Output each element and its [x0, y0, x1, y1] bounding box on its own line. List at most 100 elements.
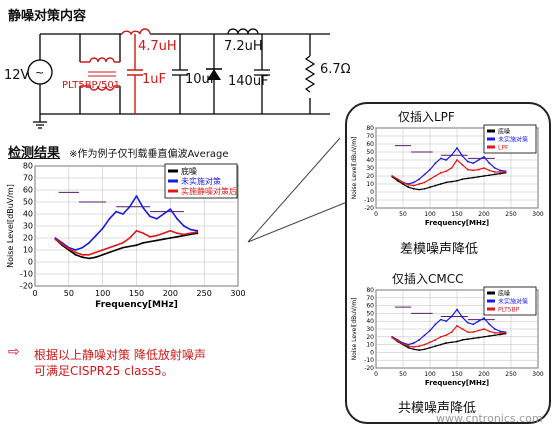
main-y-tick-label: -20 — [20, 282, 33, 291]
cmcc-data-point — [418, 349, 421, 351]
main-data-point — [95, 251, 97, 254]
lpf-data-point — [461, 155, 464, 157]
cmcc-x-tick-label: 50 — [399, 371, 407, 378]
cmcc-data-point — [439, 343, 442, 346]
main-data-point — [189, 232, 192, 235]
main-legend-label: 底噪 — [181, 166, 197, 176]
cmcc-data-point — [466, 338, 469, 341]
lpf-legend-label: LPF — [498, 145, 509, 152]
main-data-point — [155, 217, 158, 220]
main-data-point — [95, 234, 97, 237]
lpf-x-tick-label: 250 — [505, 211, 517, 218]
cmcc-data-point — [418, 339, 421, 341]
lpf-data-point — [396, 178, 399, 181]
cmcc-x-tick-label: 200 — [478, 371, 490, 378]
main-data-point — [95, 256, 97, 259]
inductor-4uh — [121, 28, 151, 36]
lpf-data-point — [456, 159, 458, 161]
lpf-data-point — [472, 162, 475, 165]
cmcc-data-point — [418, 345, 421, 348]
lpf-data-point — [483, 167, 485, 169]
cmcc-data-point — [450, 315, 453, 318]
lpf-data-point — [407, 186, 410, 189]
lpf-data-point — [412, 187, 415, 190]
lpf-data-point — [466, 168, 469, 171]
main-y-tick-label: 80 — [23, 162, 33, 171]
lpf-y-tick-label: 20 — [366, 173, 374, 180]
lpf-data-point — [402, 183, 404, 185]
cmcc-data-point — [456, 308, 458, 311]
load-label: 6.7Ω — [320, 62, 351, 77]
cmcc-data-point — [407, 346, 410, 349]
lpf-title: 仅插入LPF — [398, 110, 455, 124]
main-data-point — [115, 210, 118, 213]
results-title: 检测结果 — [8, 146, 61, 161]
inductor-7uh — [227, 28, 259, 35]
cmcc-data-point — [461, 316, 464, 319]
main-data-point — [81, 256, 84, 259]
cmcc-data-point — [483, 328, 485, 330]
lpf-data-point — [407, 183, 410, 186]
main-data-point — [176, 232, 179, 235]
lpf-x-tick-label: 100 — [424, 211, 436, 218]
cmcc-y-tick-label: 0 — [370, 349, 374, 356]
lpf-data-point — [450, 167, 453, 169]
cmcc-title: 仅插入CMCC — [392, 272, 464, 286]
cmcc-data-point — [499, 333, 502, 336]
lpf-data-point — [477, 168, 480, 171]
cmcc-y-tick-label: 30 — [366, 326, 374, 333]
main-data-point — [162, 238, 165, 241]
lpf-legend-label: 底噪 — [498, 128, 510, 136]
main-data-point — [101, 227, 104, 230]
lpf-y-axis-label: Noise Level[dBuV/m] — [351, 137, 358, 200]
lpf-data-point — [439, 171, 442, 174]
main-x-tick-label: 200 — [163, 289, 178, 298]
cmcc-noise-chart: 0 50 100 150 200 250 300-20-100102030405060708… — [351, 286, 544, 387]
cmcc-data-point — [439, 318, 442, 321]
cmcc-data-point — [423, 334, 426, 337]
lpf-data-point — [450, 180, 453, 183]
lpf-data-point — [423, 173, 426, 176]
cmcc-y-tick-label: 50 — [366, 310, 374, 317]
cmcc-data-point — [488, 330, 491, 333]
main-y-tick-label: 20 — [23, 234, 33, 243]
lpf-y-tick-label: -10 — [364, 197, 374, 204]
cmcc-legend-label: 底噪 — [498, 290, 510, 298]
main-noise-chart: 0 50 100 150 200 250 300 -20 -10 0 10 20 30 40 50 60 70 8… — [6, 162, 246, 310]
main-x-tick-label: 250 — [197, 289, 212, 298]
main-data-point — [88, 253, 91, 256]
main-x-tick-label: 300 — [230, 289, 245, 298]
lpf-data-point — [461, 178, 464, 181]
main-data-point — [142, 232, 145, 235]
cmcc-data-point — [472, 337, 475, 340]
main-data-point — [162, 232, 165, 235]
main-series-line-2 — [54, 230, 198, 256]
lpf-y-tick-label: 10 — [366, 181, 374, 188]
cmcc-data-point — [461, 328, 464, 330]
cmcc-y-tick-label: 20 — [366, 334, 374, 341]
main-series-line-0 — [54, 232, 198, 260]
lpf-x-tick-label: 50 — [399, 211, 407, 218]
cmcc-data-point — [488, 323, 491, 326]
cmcc-caption: 共模噪声降低 — [398, 401, 477, 416]
lpf-data-point — [483, 175, 485, 177]
cmcc-data-point — [493, 328, 496, 330]
cmcc-x-tick-label: 0 — [374, 371, 378, 378]
main-data-point — [108, 251, 111, 254]
lpf-data-point — [402, 181, 404, 184]
lpf-data-point — [418, 178, 421, 181]
cmcc-series-line-1 — [391, 308, 506, 346]
lpf-data-point — [439, 157, 442, 160]
cmcc-data-point — [445, 320, 448, 323]
lpf-data-point — [434, 175, 437, 177]
main-y-tick-label: 30 — [23, 222, 33, 231]
main-x-tick-label: 100 — [95, 289, 110, 298]
lpf-data-point — [429, 186, 431, 189]
cmcc-series-line-0 — [391, 333, 506, 351]
lpf-data-point — [418, 188, 421, 191]
lpf-y-tick-label: 80 — [366, 125, 374, 132]
cmcc-data-point — [439, 335, 442, 338]
main-data-point — [61, 243, 63, 245]
main-data-point — [128, 205, 131, 208]
cmcc-data-point — [472, 323, 475, 326]
